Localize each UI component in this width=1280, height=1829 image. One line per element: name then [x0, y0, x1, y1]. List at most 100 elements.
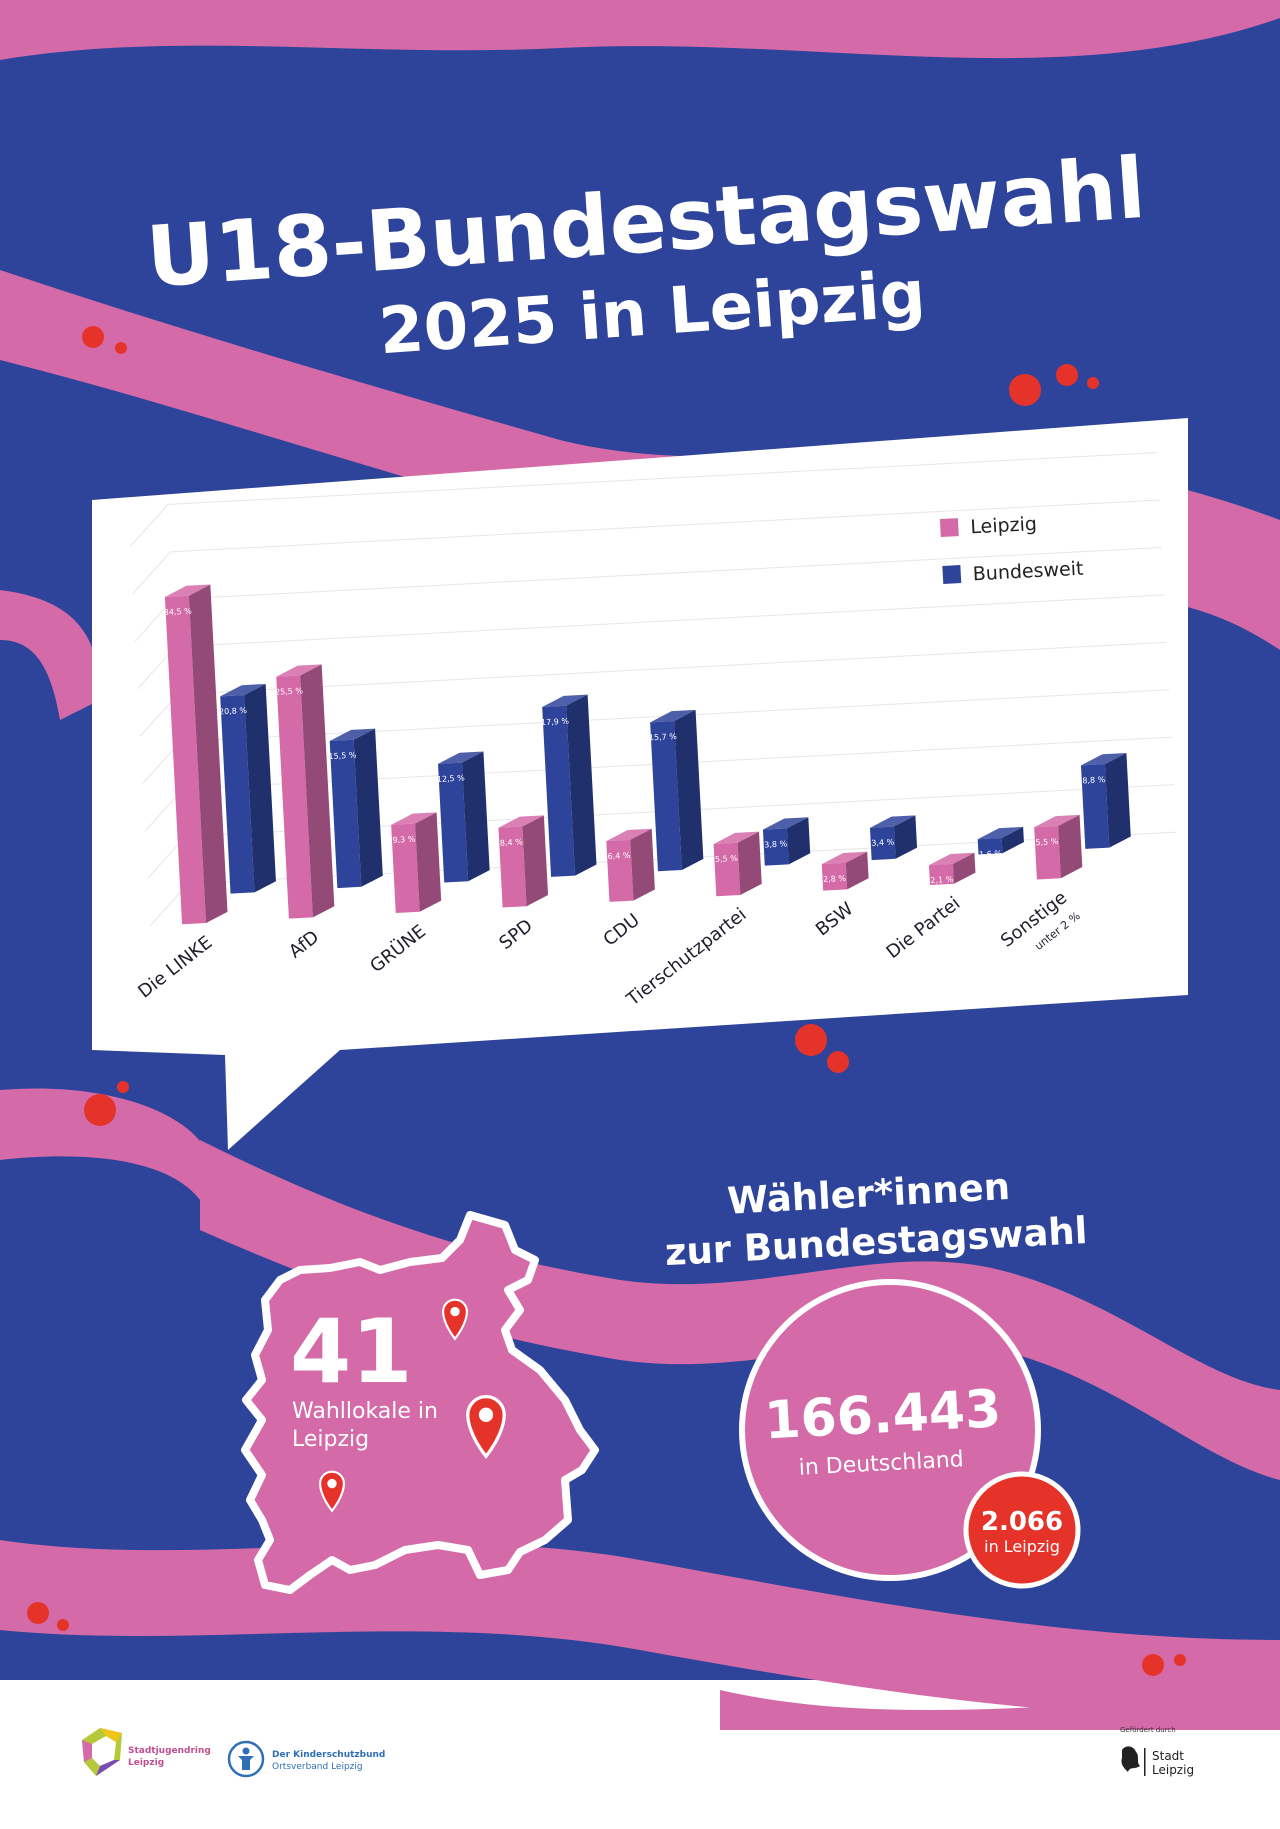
- bar-value-label: 12,5 %: [437, 773, 466, 783]
- bar-side: [1104, 752, 1131, 848]
- bar-value-label: 15,5 %: [328, 751, 357, 761]
- voters-leipzig-number: 2.066: [981, 1507, 1063, 1537]
- bar-front: [498, 826, 527, 908]
- bar-bundesweit: 1,6 %: [977, 826, 1024, 859]
- bar-front: [438, 762, 469, 883]
- bar-side: [353, 728, 383, 887]
- gridline: [177, 641, 1167, 695]
- bar-front: [869, 826, 896, 861]
- bar-front: [391, 823, 420, 914]
- polling-stations-label-line-2: Leipzig: [292, 1427, 369, 1452]
- bar-value-label: 15,7 %: [649, 732, 678, 742]
- decorative-dots: [27, 326, 1186, 1676]
- bar-value-label: 9,3 %: [392, 835, 416, 845]
- gridline: [175, 594, 1165, 648]
- bar-value-label: 3,8 %: [764, 839, 788, 849]
- bar-front: [1080, 764, 1110, 849]
- bar-leipzig: 2,8 %: [821, 851, 869, 891]
- bar-side: [893, 815, 918, 859]
- bar-value-label: 34,5 %: [164, 607, 193, 617]
- voters-leipzig-label: in Leipzig: [984, 1537, 1060, 1556]
- bar-bundesweit: 3,4 %: [869, 815, 918, 861]
- bar-top: [977, 826, 1024, 840]
- bar-top: [164, 584, 211, 597]
- stadt-leipzig-logo: Stadt Leipzig: [1121, 1746, 1194, 1777]
- bar-value-label: 5,5 %: [1035, 837, 1059, 847]
- bar-front: [164, 595, 207, 925]
- bar-leipzig: 2,1 %: [928, 852, 976, 886]
- bar-side: [300, 664, 335, 918]
- bar-top: [542, 694, 588, 708]
- map-pin-icon: [319, 1470, 345, 1513]
- bar-side: [786, 817, 811, 865]
- bar-top: [391, 812, 437, 825]
- bar-top: [869, 815, 916, 828]
- bar-value-label: 1,6 %: [979, 849, 1003, 859]
- voters-total-text: 166.443 in Deutschland: [763, 1379, 1003, 1481]
- bar-side: [1058, 814, 1083, 879]
- bar-top: [220, 683, 266, 697]
- bar-side: [244, 683, 276, 893]
- bar-bundesweit: 15,7 %: [649, 709, 704, 872]
- bar-front: [713, 842, 741, 897]
- kinderschutzbund-logo-line-1: Der Kinderschutzbund: [272, 1750, 385, 1760]
- chart-panel: [92, 418, 1188, 1150]
- bar-value-label: 25,5 %: [275, 686, 304, 696]
- chart-bars: 20,8 % 34,5 % 15,5 % 25,5 % 12,5 % 9,3 % 17,9 …: [164, 584, 1131, 925]
- stadtjugendring-logo-line-2: Leipzig: [128, 1758, 164, 1768]
- legend-label-leipzig: Leipzig: [970, 513, 1038, 538]
- bar-leipzig: 8,4 %: [498, 815, 549, 908]
- map-pin-icon: [442, 1298, 468, 1341]
- bar-side: [737, 831, 762, 895]
- bar-value-label: 6,4 %: [607, 851, 631, 861]
- bar-value-label: 2,1 %: [930, 875, 954, 885]
- bar-bundesweit: 3,8 %: [762, 817, 811, 866]
- bar-top: [821, 851, 868, 865]
- gridline: [168, 452, 1157, 505]
- bar-front: [1034, 826, 1061, 880]
- bar-top: [1034, 814, 1080, 828]
- bar-side: [630, 828, 655, 901]
- stadt-leipzig-logo-line-1: Stadt: [1152, 1749, 1184, 1763]
- bar-front: [650, 721, 682, 872]
- map-pin-icon: [466, 1395, 506, 1460]
- bar-bundesweit: 20,8 %: [219, 683, 276, 894]
- bar-side: [522, 815, 549, 907]
- bar-top: [606, 828, 652, 842]
- gridline: [170, 499, 1160, 553]
- bar-top: [928, 852, 975, 866]
- bar-top: [650, 709, 696, 723]
- bar-side: [566, 694, 597, 876]
- bar-front: [329, 739, 362, 889]
- bar-top: [713, 831, 760, 845]
- stadt-leipzig-logo-line-2: Leipzig: [1152, 1763, 1194, 1777]
- bar-bundesweit: 17,9 %: [541, 694, 597, 877]
- bar-top: [498, 815, 544, 828]
- bar-side: [1001, 826, 1024, 854]
- lion-crest-icon: [1121, 1746, 1140, 1772]
- bar-front: [606, 839, 634, 902]
- bar-leipzig: 5,5 %: [713, 831, 762, 897]
- bar-side: [952, 852, 976, 884]
- voters-leipzig-circle: [963, 1471, 1081, 1589]
- bar-value-label: 17,9 %: [541, 717, 570, 727]
- bar-leipzig: 9,3 %: [391, 812, 442, 914]
- kinderschutzbund-logo-line-2: Ortsverband Leipzig: [272, 1762, 363, 1772]
- bar-top: [762, 817, 809, 830]
- bar-front: [762, 828, 789, 866]
- stadtjugendring-logo-line-1: Stadtjugendring: [128, 1746, 211, 1756]
- bar-front: [220, 695, 255, 894]
- gridline-diagonal: [132, 551, 171, 595]
- bar-top: [329, 728, 376, 742]
- bar-value-label: 5,5 %: [715, 854, 739, 864]
- bar-front: [542, 705, 576, 877]
- bar-side: [188, 584, 228, 923]
- bar-top: [276, 664, 322, 677]
- voters-total-number: 166.443: [763, 1379, 1003, 1451]
- bar-value-label: 8,8 %: [1082, 775, 1106, 785]
- bar-front: [928, 863, 955, 886]
- bar-front: [977, 838, 1003, 855]
- kinderschutzbund-logo: Der Kinderschutzbund Ortsverband Leipzig: [227, 1740, 385, 1778]
